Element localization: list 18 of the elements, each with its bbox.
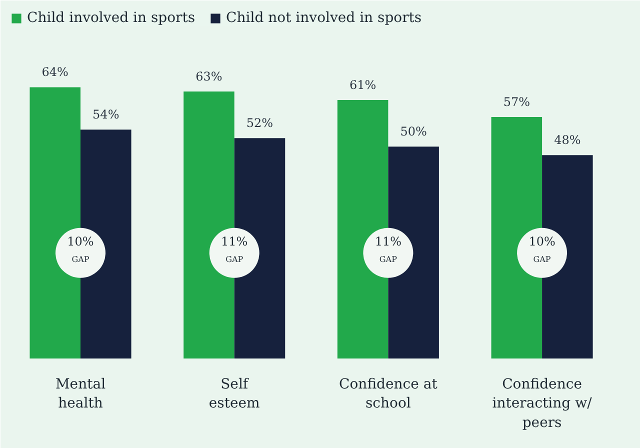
- legend-label: Child involved in sports: [27, 10, 196, 26]
- legend-label: Child not involved in sports: [226, 10, 422, 26]
- x-tick-label: Confidence interacting w/ peers: [492, 376, 592, 431]
- annotation: 10% GAP: [528, 234, 556, 264]
- data-label: 63%: [196, 69, 222, 84]
- annotation: 11% GAP: [221, 234, 248, 264]
- data-label: 54%: [92, 108, 120, 122]
- data-label: 57%: [503, 94, 530, 109]
- x-tick-label: Mental health: [55, 376, 106, 412]
- x-tick-label: Confidence at school: [339, 376, 438, 412]
- annotation: 10% GAP: [67, 234, 94, 264]
- data-label: 64%: [42, 65, 68, 80]
- data-label: 52%: [246, 116, 274, 130]
- x-tick-label: Self esteem: [208, 376, 260, 412]
- data-label: 48%: [554, 132, 581, 147]
- data-label: 61%: [349, 78, 376, 92]
- annotation: 11% GAP: [374, 234, 402, 264]
- data-label: 50%: [400, 124, 427, 138]
